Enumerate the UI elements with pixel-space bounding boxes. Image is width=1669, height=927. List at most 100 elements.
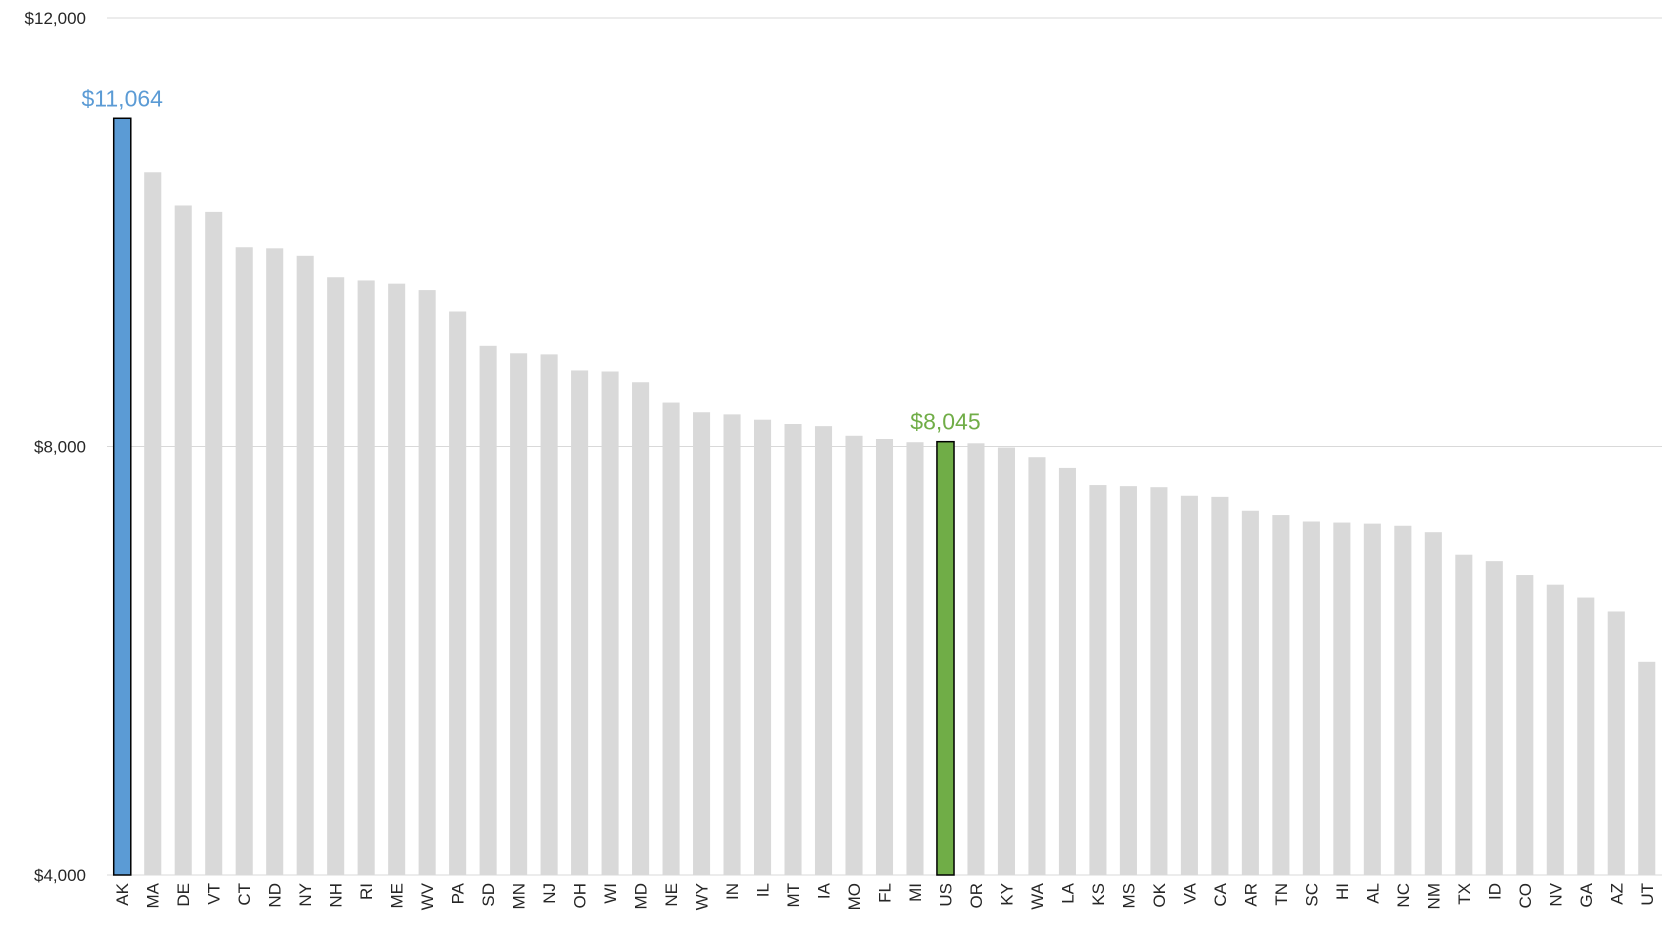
x-tick-label: NM [1424,883,1443,909]
bar-ny [296,255,314,875]
x-tick-label: NJ [540,883,559,904]
x-tick-label: WY [693,883,712,910]
bar-sd [479,345,497,875]
bar-sc [1302,521,1320,875]
x-tick-label: SC [1302,883,1321,907]
x-tick-label: OK [1150,882,1169,907]
x-tick-label: DE [174,883,193,907]
x-tick-label: NY [296,883,315,907]
bar-or [967,443,985,875]
bar-ok [1150,487,1168,875]
bar-fl [875,439,894,875]
x-tick-label: MA [144,882,163,908]
x-tick-label: MS [1119,883,1138,909]
bar-vt [205,211,223,876]
bar-md [632,382,650,875]
data-labels: $11,064 $8,045 [82,85,981,434]
bar-il [754,419,772,875]
x-tick-label: WV [418,882,437,910]
x-tick-label: VA [1180,882,1199,904]
bar-al [1363,523,1381,875]
x-tick-label: WA [1028,882,1047,909]
x-tick-label: AK [113,882,132,905]
x-tick-label: UT [1638,883,1657,906]
bar-ga [1577,597,1595,875]
x-tick-label: IN [723,883,742,900]
x-tick-label: WI [601,883,620,904]
x-tick-label: VT [205,883,224,905]
bar-az [1607,611,1625,875]
bar-va [1180,495,1198,875]
data-label-us: $8,045 [910,409,980,435]
bar-de [174,205,192,875]
x-tick-label: HI [1333,883,1352,900]
bars [112,117,1656,876]
x-tick-label: CT [235,883,254,906]
bar-ca [1211,496,1229,875]
bar-wi [601,371,619,875]
bar-us [936,440,955,876]
x-tick-label: MO [845,883,864,910]
x-tick-label: US [936,883,955,907]
x-tick-label: IA [815,882,834,899]
x-tick-label: CO [1516,883,1535,909]
bar-tx [1455,554,1473,875]
bar-mn [510,353,528,875]
bar-ak [112,117,132,876]
bar-nc [1394,525,1412,875]
bar-la [1058,467,1076,875]
bar-ct [235,247,253,875]
x-tick-label: OH [571,883,590,909]
bar-nm [1424,532,1442,875]
x-tick-label: NE [662,883,681,907]
bar-pa [449,311,467,876]
x-tick-label: ID [1485,883,1504,900]
bar-ar [1241,510,1259,875]
bar-tn [1272,515,1290,875]
y-tick-label: $4,000 [34,866,86,885]
bar-ne [662,402,680,875]
x-tick-label: NH [327,883,346,908]
y-tick-label: $8,000 [34,438,86,457]
x-tick-label: ND [266,883,285,908]
x-tick-label: IL [754,883,773,897]
bar-wa [1028,457,1046,875]
y-tick-label: $12,000 [25,9,86,28]
x-tick-label: KS [1089,883,1108,906]
x-tick-label: ME [388,883,407,909]
data-label-ak: $11,064 [82,85,164,111]
x-axis-ticks: AK MA DE VT CT ND NY NH RI ME WV PA SD MN NJ OH WI MD NE WY… [113,882,1657,910]
x-tick-label: OR [967,883,986,909]
bar-wy [693,412,711,875]
bar-in [723,414,741,875]
bar-me [388,283,406,875]
bar-nj [540,354,558,875]
x-tick-label: AZ [1607,883,1626,905]
x-tick-label: NV [1546,882,1565,906]
bar-ia [814,426,833,875]
bar-ut [1638,661,1656,875]
x-tick-label: KY [997,883,1016,906]
x-tick-label: NC [1394,883,1413,908]
x-tick-label: AL [1363,883,1382,904]
bar-mi [906,442,924,875]
y-axis-ticks: $4,000 $8,000 $12,000 [25,9,86,885]
bar-ma [144,172,162,875]
bar-mt [784,424,802,875]
x-tick-label: SD [479,883,498,907]
x-tick-label: CA [1211,882,1230,906]
x-tick-label: RI [357,883,376,900]
x-tick-label: GA [1577,882,1596,907]
bar-ky [997,447,1015,875]
bar-ms [1119,486,1137,875]
x-tick-label: PA [449,882,468,904]
x-tick-label: TX [1455,883,1474,905]
bar-ri [357,280,375,875]
bar-nd [266,248,284,876]
x-tick-label: MI [906,883,925,902]
bar-wv [418,290,436,875]
bar-co [1516,575,1534,875]
bar-ks [1089,485,1107,875]
